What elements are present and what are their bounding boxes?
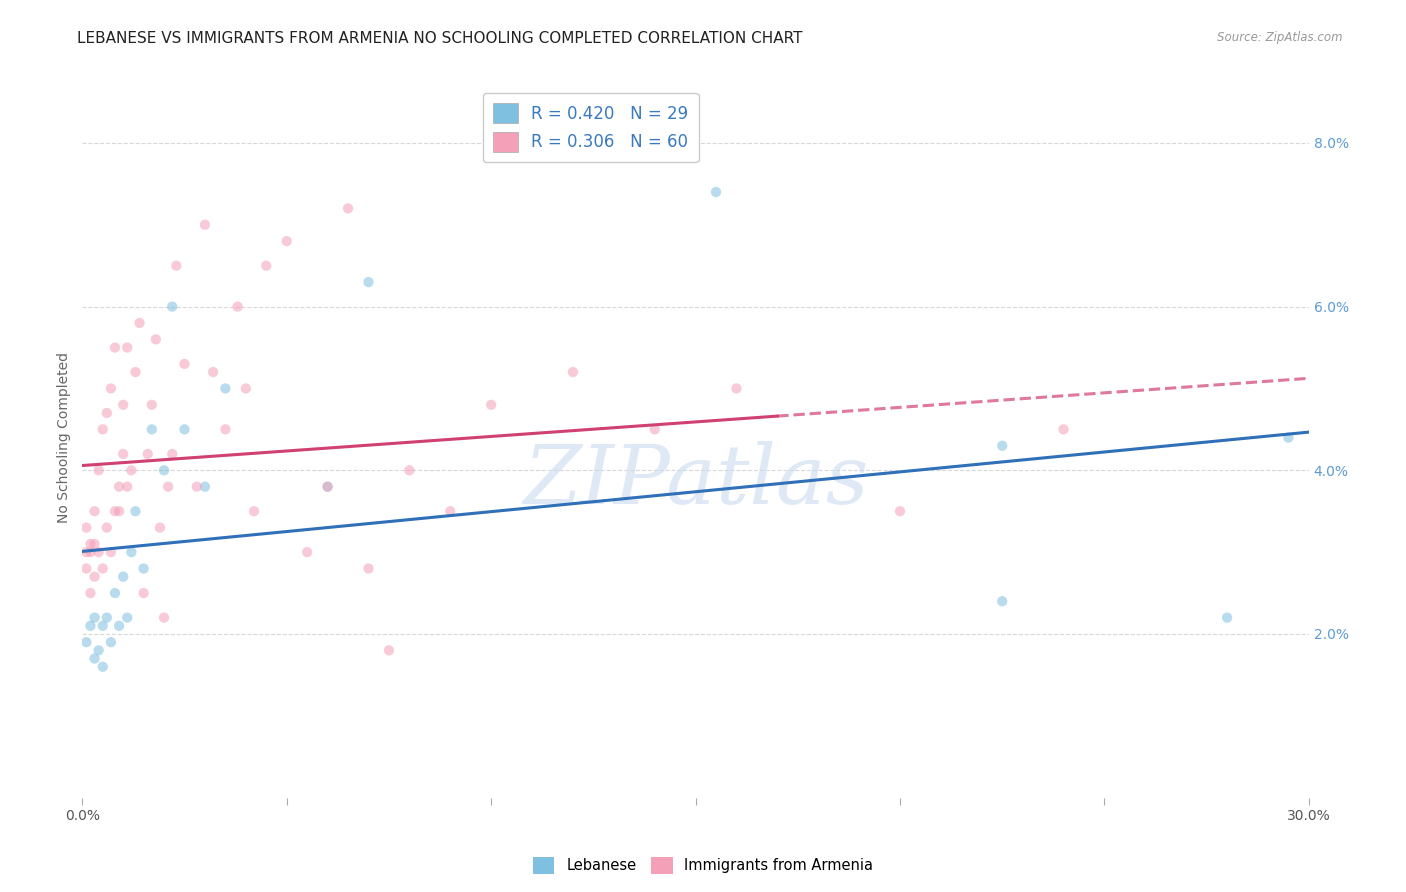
Point [276,234,298,248]
Point [96,406,118,420]
Point [83,504,105,518]
Point [83,651,105,665]
Point [479,398,502,412]
Point [316,480,339,494]
Point [96,520,118,534]
Point [357,561,380,575]
Point [83,537,105,551]
Point [235,381,257,395]
Point [83,610,105,624]
Point [79,619,101,633]
Point [87,463,110,477]
Point [194,218,217,232]
Point [83,570,105,584]
Point [153,610,176,624]
Point [991,594,1014,608]
Point [991,439,1014,453]
Point [378,643,401,657]
Point [79,537,101,551]
Point [153,463,176,477]
Point [561,365,583,379]
Point [104,504,127,518]
Point [91,561,114,575]
Point [87,643,110,657]
Point [254,259,277,273]
Point [439,504,461,518]
Point [112,447,135,461]
Point [1052,422,1074,436]
Point [100,545,122,559]
Point [202,365,225,379]
Point [79,586,101,600]
Point [91,659,114,673]
Point [100,381,122,395]
Point [162,447,184,461]
Point [145,332,167,346]
Point [1277,431,1299,445]
Point [117,480,139,494]
Point [132,561,155,575]
Point [889,504,911,518]
Point [108,504,131,518]
Point [91,422,114,436]
Point [165,259,187,273]
Text: ZIPatlas: ZIPatlas [523,441,869,521]
Point [173,357,195,371]
Point [186,480,208,494]
Point [104,586,127,600]
Point [704,185,727,199]
Point [398,463,420,477]
Point [316,480,339,494]
Point [226,300,249,314]
Point [75,635,97,649]
Point [108,480,131,494]
Point [87,545,110,559]
Point [162,300,184,314]
Point [214,381,236,395]
Point [1216,610,1239,624]
Point [173,422,195,436]
Point [124,504,146,518]
Point [132,586,155,600]
Point [117,341,139,355]
Point [104,341,127,355]
Point [112,398,135,412]
Legend: R = 0.420   N = 29, R = 0.306   N = 60: R = 0.420 N = 29, R = 0.306 N = 60 [484,93,699,162]
Text: LEBANESE VS IMMIGRANTS FROM ARMENIA NO SCHOOLING COMPLETED CORRELATION CHART: LEBANESE VS IMMIGRANTS FROM ARMENIA NO S… [77,31,803,46]
Point [128,316,150,330]
Legend: Lebanese, Immigrants from Armenia: Lebanese, Immigrants from Armenia [527,851,879,880]
Point [120,545,142,559]
Point [214,422,236,436]
Point [357,275,380,289]
Point [149,520,172,534]
Point [124,365,146,379]
Point [194,480,217,494]
Point [644,422,666,436]
Point [75,545,97,559]
Point [120,463,142,477]
Point [100,635,122,649]
Point [295,545,318,559]
Point [112,570,135,584]
Point [243,504,266,518]
Point [141,398,163,412]
Text: Source: ZipAtlas.com: Source: ZipAtlas.com [1218,31,1343,45]
Point [136,447,159,461]
Point [141,422,163,436]
Point [96,610,118,624]
Point [79,545,101,559]
Point [157,480,180,494]
Point [337,202,360,216]
Point [725,381,748,395]
Point [75,520,97,534]
Point [75,561,97,575]
Point [117,610,139,624]
Point [91,619,114,633]
Point [108,619,131,633]
Y-axis label: No Schooling Completed: No Schooling Completed [58,352,72,523]
